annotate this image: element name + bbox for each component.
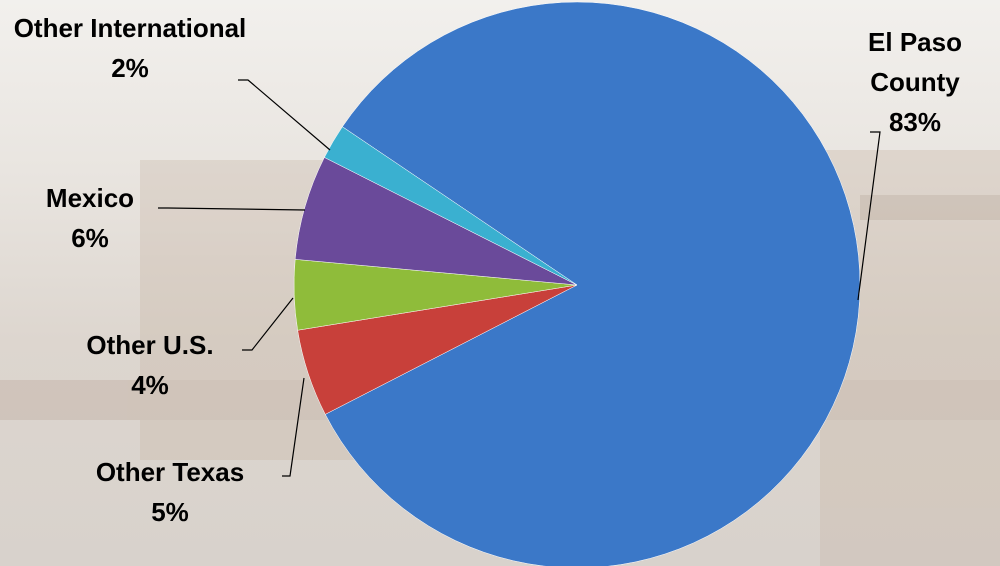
value-label: 6% (71, 223, 109, 253)
category-label: El Paso County (868, 27, 962, 97)
pie-slice (324, 126, 578, 286)
leader-line (238, 79, 331, 151)
value-label: 2% (111, 53, 149, 83)
slice-label: El Paso County 83% (850, 22, 980, 142)
slice-label: Mexico 6% (10, 178, 170, 258)
leader-line (158, 207, 306, 211)
value-label: 83% (888, 107, 942, 137)
category-label: Other Texas (95, 457, 245, 487)
leader-line (242, 297, 294, 351)
value-label: 5% (151, 497, 189, 527)
slice-label: Other U.S. 4% (40, 325, 260, 405)
category-label: Mexico (45, 183, 135, 213)
pie-slice (324, 1, 861, 566)
leader-line (282, 377, 305, 477)
slice-label: Other International 2% (10, 8, 250, 88)
category-label: Other U.S. (86, 330, 214, 360)
slice-label: Other Texas 5% (50, 452, 290, 532)
value-label: 4% (131, 370, 169, 400)
leader-line (857, 131, 881, 301)
category-label: Other International (13, 13, 247, 43)
